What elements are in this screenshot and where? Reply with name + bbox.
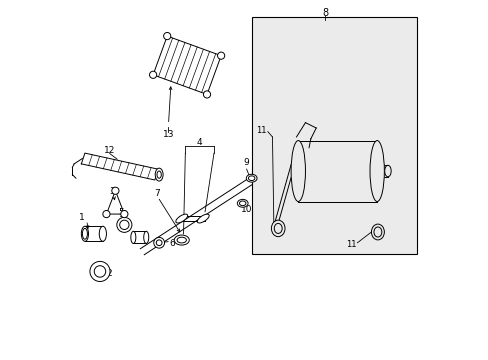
Ellipse shape <box>197 214 209 223</box>
Ellipse shape <box>176 214 187 223</box>
Ellipse shape <box>237 199 247 207</box>
Ellipse shape <box>174 235 189 245</box>
Ellipse shape <box>156 240 162 246</box>
Bar <box>298 140 376 202</box>
Ellipse shape <box>143 231 148 243</box>
Text: 13: 13 <box>163 130 174 139</box>
Ellipse shape <box>369 140 384 202</box>
Text: 9: 9 <box>243 158 249 167</box>
Ellipse shape <box>384 165 390 177</box>
Text: 3: 3 <box>109 187 115 196</box>
Ellipse shape <box>157 171 161 178</box>
Text: 7: 7 <box>154 189 160 198</box>
Polygon shape <box>81 153 158 180</box>
Circle shape <box>203 91 210 98</box>
Ellipse shape <box>271 220 285 237</box>
Circle shape <box>90 261 110 282</box>
Text: 11: 11 <box>256 126 266 135</box>
Circle shape <box>163 32 170 40</box>
Ellipse shape <box>120 220 129 229</box>
Polygon shape <box>153 36 221 94</box>
Text: 11: 11 <box>346 240 356 249</box>
Circle shape <box>217 52 224 59</box>
Circle shape <box>121 211 128 218</box>
Ellipse shape <box>248 176 254 180</box>
Ellipse shape <box>373 227 381 237</box>
Text: 12: 12 <box>104 146 115 155</box>
Text: 8: 8 <box>322 8 327 18</box>
Text: 4: 4 <box>197 138 202 147</box>
Ellipse shape <box>371 224 384 240</box>
Text: 2: 2 <box>106 269 112 278</box>
Bar <box>251 17 416 253</box>
Ellipse shape <box>290 140 305 202</box>
Text: 6: 6 <box>169 239 175 248</box>
Ellipse shape <box>99 226 106 241</box>
Ellipse shape <box>117 217 132 232</box>
Text: 5: 5 <box>118 208 124 217</box>
Text: 1: 1 <box>79 213 84 222</box>
Circle shape <box>94 266 105 277</box>
Circle shape <box>112 187 119 194</box>
Polygon shape <box>106 191 124 214</box>
Ellipse shape <box>274 224 282 233</box>
Ellipse shape <box>81 226 88 241</box>
Ellipse shape <box>177 237 186 243</box>
Circle shape <box>149 71 156 78</box>
Ellipse shape <box>246 174 257 182</box>
Circle shape <box>102 211 110 218</box>
Ellipse shape <box>153 237 164 248</box>
Ellipse shape <box>131 231 136 243</box>
Ellipse shape <box>82 228 87 239</box>
Ellipse shape <box>239 201 245 206</box>
Ellipse shape <box>155 168 163 181</box>
Text: 10: 10 <box>241 205 252 214</box>
